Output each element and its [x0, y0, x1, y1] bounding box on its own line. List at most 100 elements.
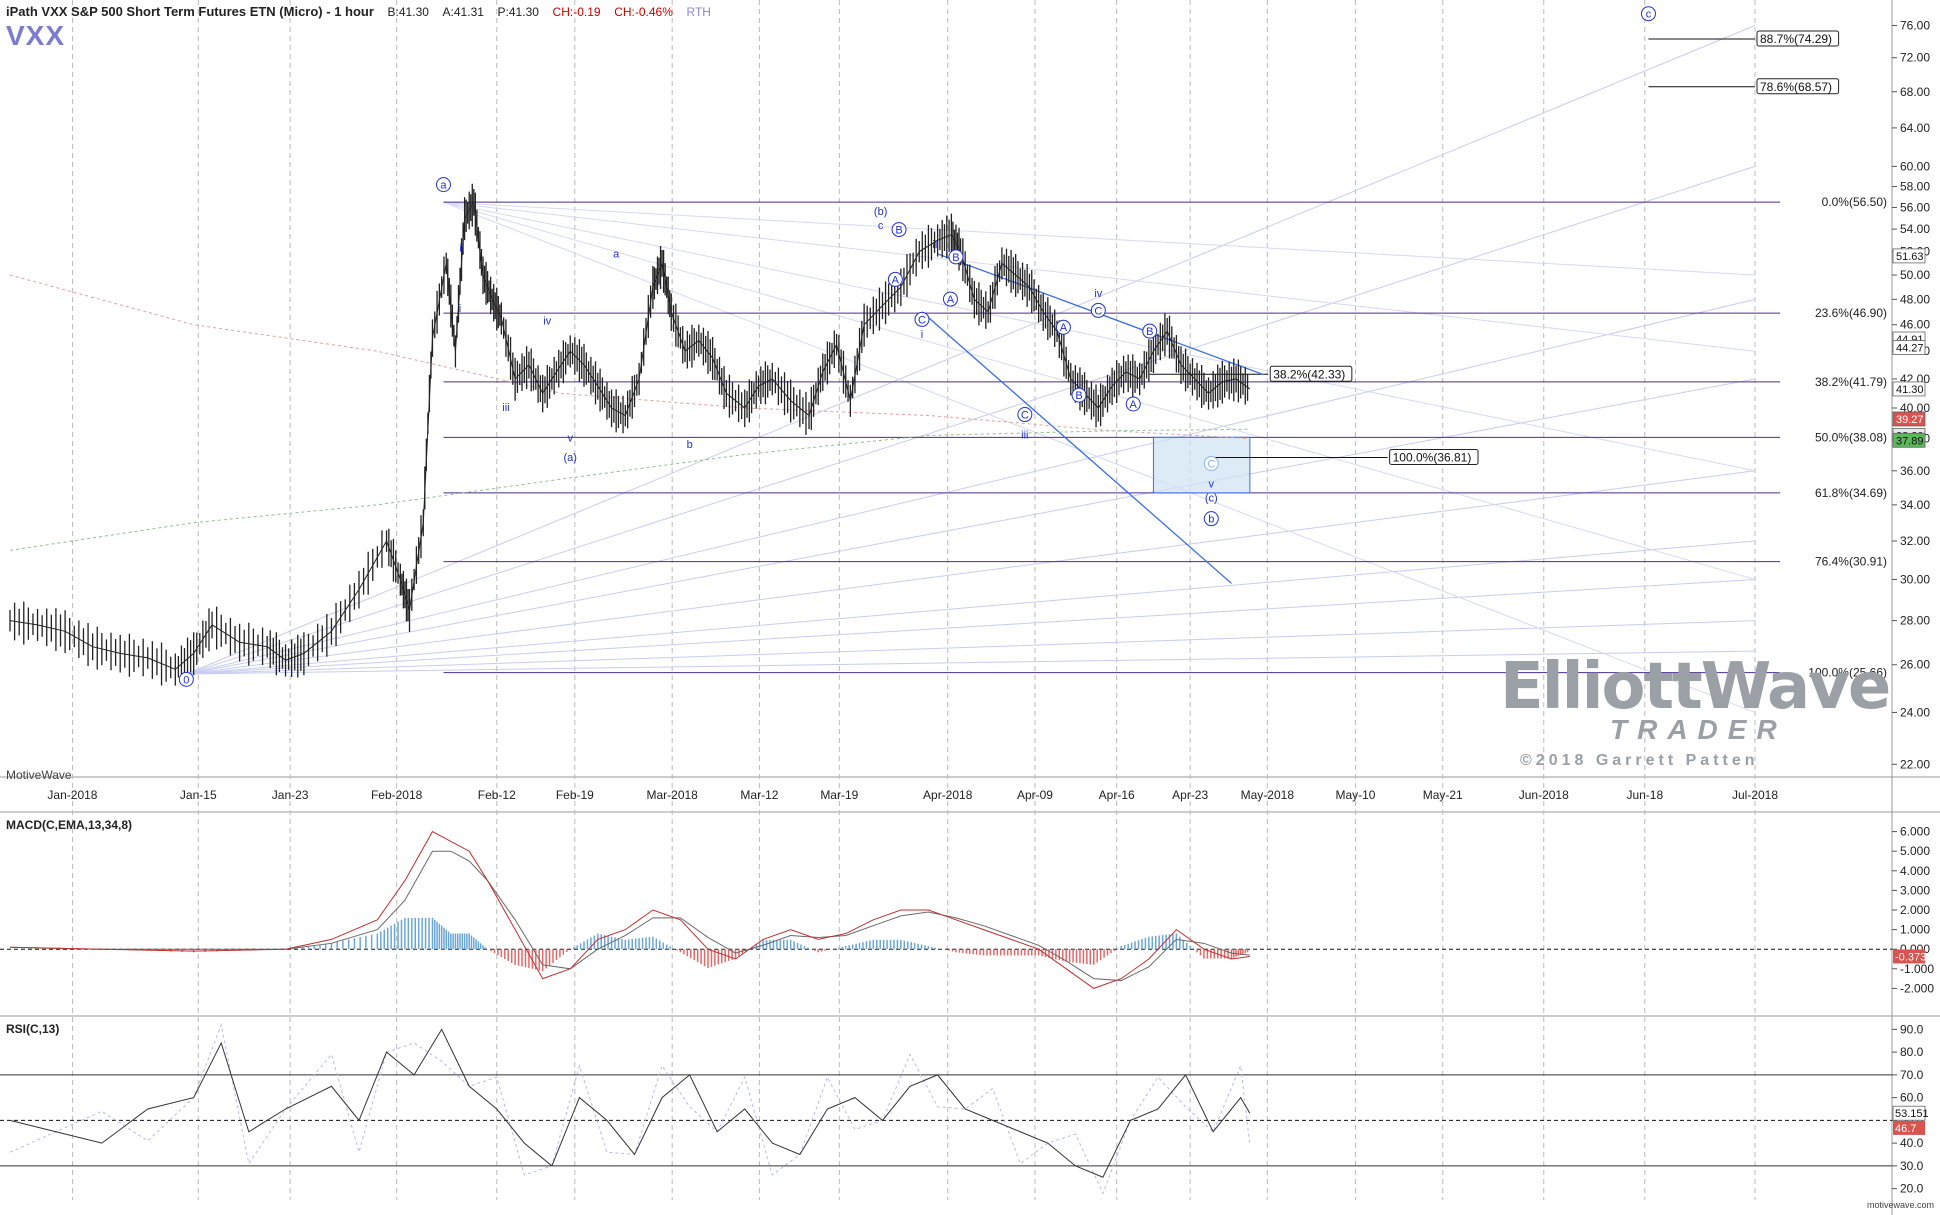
wave-label: A	[892, 274, 900, 286]
price-line	[9, 200, 1251, 670]
extension-label-box	[1756, 78, 1840, 95]
wave-label: iii	[502, 402, 509, 414]
price-label: 41.30	[1896, 384, 1924, 396]
fib-label: 76.4%(30.91)	[1815, 555, 1887, 569]
date-tick-label: Mar-19	[820, 788, 858, 802]
wave-label-circle	[1142, 323, 1158, 339]
extension-label: 100.0%(36.81)	[1393, 451, 1472, 465]
price-label-box	[1892, 432, 1926, 448]
fib-label: 23.6%(46.90)	[1815, 306, 1887, 320]
fan-line	[186, 540, 1756, 675]
chart-header: iPath VXX S&P 500 Short Term Futures ETN…	[6, 4, 711, 19]
price-tick-label: 40.00	[1900, 401, 1930, 415]
fan-line	[443, 201, 1756, 472]
macd-tick-label: 4.000	[1900, 864, 1930, 878]
date-tick-label: Feb-12	[478, 788, 516, 802]
rsi-tick-label: 60.0	[1900, 1091, 1924, 1105]
date-tick-label: Jun-18	[1626, 788, 1663, 802]
symbol-watermark: VXX	[6, 20, 66, 51]
fan-line	[443, 201, 1756, 713]
wave-label: a	[613, 248, 620, 260]
trend-line-lower	[921, 311, 1232, 584]
wave-label: C	[918, 314, 926, 326]
fib-label: 38.2%(41.79)	[1815, 375, 1887, 389]
price-tick-label: 46.00	[1900, 318, 1930, 332]
price-label-box	[1892, 381, 1926, 397]
fan-line	[186, 378, 1756, 675]
wave-label: C	[1094, 305, 1102, 317]
wave-label: iv	[1094, 288, 1102, 300]
price-tick-label: 22.00	[1900, 757, 1930, 771]
date-tick-label: Apr-2018	[923, 788, 973, 802]
rsi-tick-label: 30.0	[1900, 1159, 1924, 1173]
fib-label: 100.0%(25.66)	[1808, 666, 1887, 680]
price-label: 51.63	[1896, 251, 1924, 263]
rsi-last-value: 53.151	[1895, 1108, 1929, 1120]
wave-label: v	[567, 433, 573, 445]
wave-label: c	[1646, 9, 1652, 21]
rsi-line	[9, 1028, 1251, 1178]
price-label-box	[1892, 411, 1926, 427]
change-pct-value: CH:-0.46%	[614, 5, 673, 19]
fan-line	[443, 201, 1756, 352]
wave-label-circle	[948, 249, 964, 265]
rsi-last-box	[1892, 1105, 1926, 1121]
price-tick-label: 26.00	[1900, 658, 1930, 672]
wave-label-circle	[1640, 6, 1656, 22]
fan-line	[186, 620, 1756, 675]
macd-tick-label: 3.000	[1900, 883, 1930, 897]
price-label-box	[1892, 340, 1926, 355]
price-tick-label: 76.00	[1900, 18, 1930, 32]
wave-label-circle	[1203, 455, 1219, 471]
chart-title: iPath VXX S&P 500 Short Term Futures ETN…	[6, 4, 374, 19]
rsi-tick-label: 90.0	[1900, 1022, 1924, 1036]
price-tick-label: 48.00	[1900, 292, 1930, 306]
wave-label: B	[1075, 390, 1082, 402]
price-tick-label: 36.00	[1900, 464, 1930, 478]
wave-label: i	[459, 303, 461, 315]
date-tick-label: Jun-2018	[1519, 788, 1569, 802]
fan-line	[186, 165, 1756, 675]
wave-label: B	[1146, 326, 1153, 338]
fan-line	[186, 298, 1756, 675]
macd-last-box	[1893, 949, 1925, 964]
elliottwave-trader-logo: ElliottWave TRADER ©2018 Garrett Patten	[1500, 650, 1891, 790]
date-tick-label: Apr-16	[1099, 788, 1135, 802]
price-tick-label: 50.00	[1900, 268, 1930, 282]
rsi-last-box-2	[1893, 1120, 1925, 1135]
wave-label-circle	[178, 671, 194, 687]
date-tick-label: Jan-15	[180, 788, 217, 802]
wave-label: v	[1209, 479, 1215, 491]
date-tick-label: Apr-09	[1017, 788, 1053, 802]
wave-label: C	[1207, 458, 1215, 470]
date-tick-label: Apr-23	[1172, 788, 1208, 802]
logo-line-1: ElliottWave	[1500, 650, 1891, 724]
wave-label: B	[895, 225, 902, 237]
fib-label: 61.8%(34.69)	[1815, 486, 1887, 500]
macd-tick-label: -1.000	[1900, 962, 1934, 976]
macd-line	[9, 830, 1250, 989]
price-tick-label: 32.00	[1900, 534, 1930, 548]
change-value: CH:-0.19	[552, 5, 601, 19]
macd-signal-line	[9, 850, 1250, 982]
macd-tick-label: 2.000	[1900, 903, 1930, 917]
price-tick-label: 28.00	[1900, 614, 1930, 628]
price-tick-label: 56.00	[1900, 200, 1930, 214]
rsi-tick-label: 40.0	[1900, 1136, 1924, 1150]
extension-label: 38.2%(42.33)	[1273, 367, 1345, 381]
price-tick-label: 34.00	[1900, 498, 1930, 512]
rsi-panel-title: RSI(C,13)	[6, 1022, 60, 1036]
wave-label: c	[878, 220, 884, 232]
wave-label: b	[687, 439, 693, 451]
rsi-tick-label: 20.0	[1900, 1182, 1924, 1196]
session-label: RTH	[686, 5, 711, 19]
wave-label: A	[1130, 399, 1138, 411]
date-tick-label: May-10	[1335, 788, 1375, 802]
price-label-box	[1892, 248, 1926, 264]
wave-label: A	[947, 294, 955, 306]
wave-label: (a)	[564, 452, 577, 464]
fan-line	[186, 650, 1756, 675]
wave-label: 0	[183, 674, 189, 686]
wave-label-circle	[1203, 511, 1219, 527]
